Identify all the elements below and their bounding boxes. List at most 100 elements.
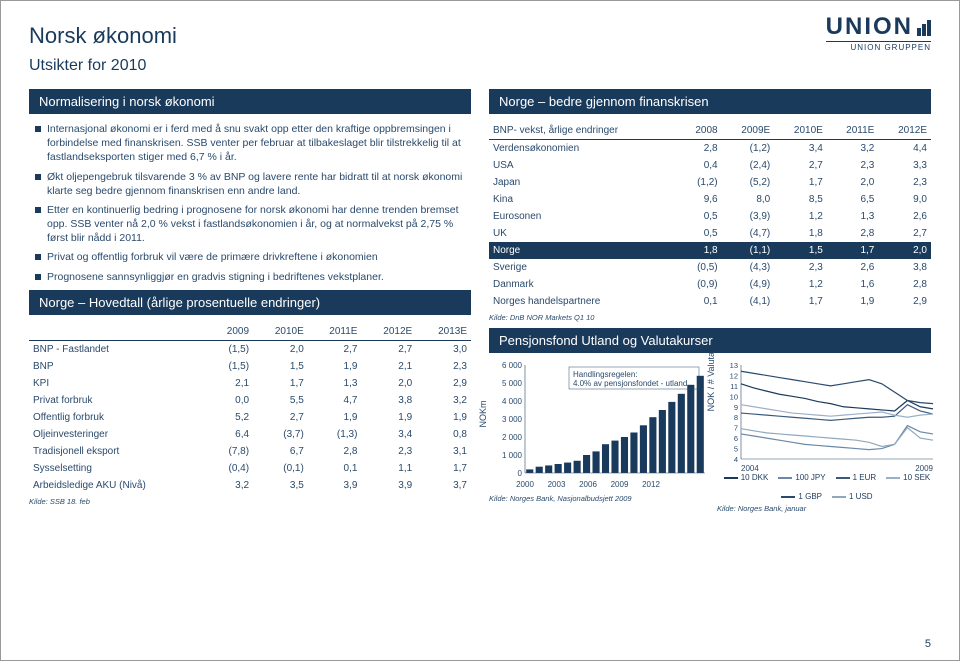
table-cell: 3,7 <box>416 477 471 494</box>
logo-subtitle: UNION GRUPPEN <box>826 41 931 52</box>
bar-chart: NOKm 01 0002 0003 0004 0005 0006 0002000… <box>489 361 709 511</box>
table-cell: 3,0 <box>416 340 471 358</box>
table-cell: 2,9 <box>416 375 471 392</box>
logo-bars-icon <box>917 18 931 36</box>
table-cell: USA <box>489 157 679 174</box>
table-cell: 1,8 <box>774 225 827 242</box>
table-cell: 1,7 <box>774 174 827 191</box>
table-cell: Arbeidsledige AKU (Nivå) <box>29 477 208 494</box>
line-y-label: NOK / # Valuta <box>706 352 716 411</box>
table-cell: Verdensøkonomien <box>489 140 679 158</box>
table-cell: (2,4) <box>722 157 775 174</box>
table-cell: 8,0 <box>722 191 775 208</box>
table-cell: 3,3 <box>878 157 931 174</box>
bullet-item: Privat og offentlig forbruk vil være de … <box>33 250 467 264</box>
table-cell: 1,2 <box>774 276 827 293</box>
table-row: Privat forbruk0,05,54,73,83,2 <box>29 392 471 409</box>
table-cell: 1,8 <box>679 242 722 259</box>
svg-text:2009: 2009 <box>915 464 933 473</box>
table-cell: 3,9 <box>308 477 362 494</box>
table-cell: Eurosonen <box>489 208 679 225</box>
table-cell: 1,7 <box>416 460 471 477</box>
svg-text:2004: 2004 <box>741 464 759 473</box>
table-cell: 1,7 <box>827 242 879 259</box>
table-cell: 2,1 <box>208 375 253 392</box>
page-number: 5 <box>925 638 931 650</box>
legend-item: 1 GBP <box>781 492 822 501</box>
table-row: USA0,4(2,4)2,72,33,3 <box>489 157 931 174</box>
table-header: 2011E <box>308 323 362 341</box>
table-cell: 5,2 <box>208 409 253 426</box>
table-row: BNP - Fastlandet(1,5)2,02,72,73,0 <box>29 340 471 358</box>
table-cell: 2,0 <box>253 340 308 358</box>
table-cell: 3,8 <box>361 392 416 409</box>
table-cell: (0,5) <box>679 259 722 276</box>
table-cell: 2,3 <box>361 443 416 460</box>
table-cell: 2,7 <box>774 157 827 174</box>
svg-text:9: 9 <box>734 403 738 412</box>
table-row: UK0,5(4,7)1,82,82,7 <box>489 225 931 242</box>
table-cell: 2,8 <box>878 276 931 293</box>
legend-item: 1 USD <box>832 492 873 501</box>
table-row: KPI2,11,71,32,02,9 <box>29 375 471 392</box>
bullet-list: Internasjonal økonomi er i ferd med å sn… <box>29 122 471 284</box>
table-header: 2010E <box>253 323 308 341</box>
table-cell: 2,8 <box>679 140 722 158</box>
table-cell: KPI <box>29 375 208 392</box>
table-cell: 3,5 <box>253 477 308 494</box>
table-cell: (1,1) <box>722 242 775 259</box>
table-cell: 1,7 <box>253 375 308 392</box>
table-cell: Privat forbruk <box>29 392 208 409</box>
legend-item: 10 DKK <box>724 473 769 482</box>
left-banner-2: Norge – Hovedtall (årlige prosentuelle e… <box>29 290 471 315</box>
svg-text:0: 0 <box>518 469 523 478</box>
left-table-source: Kilde: SSB 18. feb <box>29 497 471 506</box>
table-cell: 2,3 <box>416 358 471 375</box>
svg-text:Handlingsregelen:4.0% av pensj: Handlingsregelen:4.0% av pensjonsfondet … <box>573 370 687 388</box>
table-cell: 0,4 <box>679 157 722 174</box>
table-cell: 2,1 <box>361 358 416 375</box>
table-cell: (4,3) <box>722 259 775 276</box>
svg-text:5: 5 <box>734 445 738 454</box>
table-cell: 3,8 <box>878 259 931 276</box>
svg-text:4: 4 <box>734 455 738 464</box>
right-column: Norge – bedre gjennom finanskrisen BNP- … <box>489 89 931 511</box>
svg-text:2 000: 2 000 <box>502 433 523 442</box>
table-row: Kina9,68,08,56,59,0 <box>489 191 931 208</box>
table-cell: 0,1 <box>308 460 362 477</box>
table-cell: 1,9 <box>361 409 416 426</box>
table-cell: 3,4 <box>774 140 827 158</box>
table-cell: 0,5 <box>679 225 722 242</box>
table-row: Eurosonen0,5(3,9)1,21,32,6 <box>489 208 931 225</box>
right-table-source: Kilde: DnB NOR Markets Q1 10 <box>489 313 931 322</box>
table-cell: Kina <box>489 191 679 208</box>
table-cell: 2,7 <box>308 340 362 358</box>
table-cell: 2,7 <box>878 225 931 242</box>
svg-text:13: 13 <box>730 361 738 370</box>
table-cell: 2,3 <box>827 157 879 174</box>
bullet-item: Prognosene sannsynliggjør en gradvis sti… <box>33 270 467 284</box>
table-cell: 2,8 <box>308 443 362 460</box>
table-cell: 3,2 <box>827 140 879 158</box>
page-subtitle: Utsikter for 2010 <box>29 57 931 75</box>
table-header: 2012E <box>361 323 416 341</box>
table-row: Oljeinvesteringer6,4(3,7)(1,3)3,40,8 <box>29 426 471 443</box>
table-cell: BNP <box>29 358 208 375</box>
table-cell: 8,5 <box>774 191 827 208</box>
table-cell: (3,9) <box>722 208 775 225</box>
table-cell: 3,9 <box>361 477 416 494</box>
svg-text:12: 12 <box>730 371 738 380</box>
svg-text:1 000: 1 000 <box>502 451 523 460</box>
table-cell: 2,8 <box>827 225 879 242</box>
table-header: 2013E <box>416 323 471 341</box>
table-cell: (1,2) <box>722 140 775 158</box>
table-cell: 1,9 <box>308 409 362 426</box>
table-cell: 1,5 <box>253 358 308 375</box>
table-cell: Oljeinvesteringer <box>29 426 208 443</box>
table-cell: (5,2) <box>722 174 775 191</box>
table-row: Tradisjonell eksport(7,8)6,72,82,33,1 <box>29 443 471 460</box>
table-cell: 2,9 <box>878 293 931 310</box>
left-banner-1: Normalisering i norsk økonomi <box>29 89 471 114</box>
table-row: BNP(1,5)1,51,92,12,3 <box>29 358 471 375</box>
line-chart: NOK / # Valuta 4567891011121320042009 10… <box>717 361 937 511</box>
